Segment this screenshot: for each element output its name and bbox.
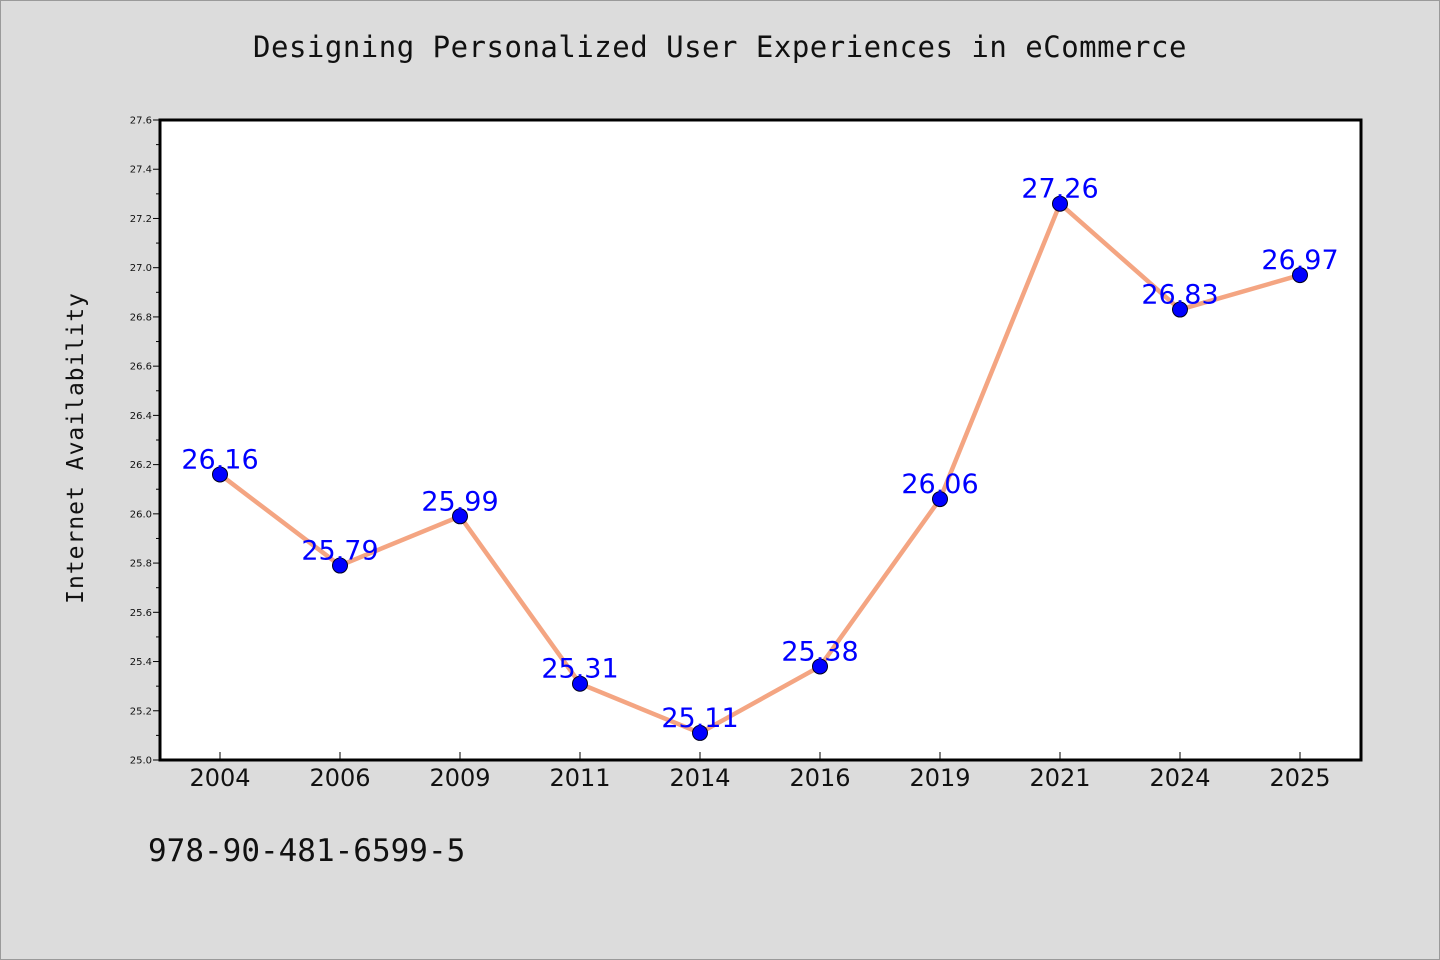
chart-title: Designing Personalized User Experiences …: [253, 30, 1187, 64]
data-point-marker: [572, 675, 588, 692]
x-tick-label: 2016: [789, 764, 850, 792]
x-tick-label: 2024: [1149, 764, 1210, 792]
x-tick-label: 2021: [1029, 764, 1090, 792]
data-point-marker: [932, 491, 948, 508]
y-tick-label: 26.6: [130, 362, 152, 373]
y-tick-label: 27.0: [130, 263, 152, 274]
x-tick-label: 2004: [189, 764, 250, 792]
data-label: 26.83: [1141, 280, 1218, 311]
data-label: 25.99: [421, 486, 498, 517]
data-label: 25.31: [541, 654, 618, 685]
x-tick-label: 2014: [669, 764, 730, 792]
plot-area: [158, 118, 1363, 762]
x-tick-label: 2006: [309, 764, 370, 792]
series-line-group: [212, 195, 1308, 741]
x-tick-label: 2009: [429, 764, 490, 792]
data-labels-group: 26.16 25.79 25.99 25.31 25.11 25.38 26.06 27.26…: [181, 174, 1338, 734]
y-tick-label: 26.4: [130, 411, 152, 422]
y-tick-label: 25.0: [130, 756, 152, 767]
x-tick-label: 2011: [549, 764, 610, 792]
series-line: [217, 201, 1303, 736]
y-tick-label: 26.2: [130, 460, 152, 471]
y-tick-label: 27.4: [130, 165, 152, 176]
x-tick-label: 2025: [1269, 764, 1330, 792]
x-tick-label: 2019: [909, 764, 970, 792]
y-tick-label: 25.8: [130, 559, 152, 570]
x-axis: 2004 2006 2009 2011 2014 2016 2019 2021 2024 2025: [189, 752, 1331, 792]
y-tick-label: 26.8: [130, 312, 152, 323]
data-label: 27.26: [1021, 174, 1098, 205]
y-tick-label: 25.2: [130, 706, 152, 717]
data-point-marker: [812, 658, 828, 675]
data-label: 25.11: [661, 703, 738, 734]
data-point-marker: [1292, 267, 1308, 284]
y-tick-label: 25.4: [130, 657, 152, 668]
data-label: 26.16: [181, 444, 258, 475]
isbn-code: 978-90-481-6599-5: [148, 833, 466, 869]
y-tick-label: 27.6: [130, 116, 152, 127]
data-point-marker: [1172, 301, 1188, 318]
data-label: 25.79: [301, 536, 378, 567]
y-tick-label: 27.2: [130, 214, 152, 225]
y-axis: 25.0 25.2 25.4 25.6 25.8 26.0 26.2 26.4 26.6 26.8…: [130, 116, 160, 767]
data-point-marker: [692, 724, 708, 741]
data-point-marker: [452, 508, 468, 525]
y-tick-label: 26.0: [130, 509, 152, 520]
data-point-marker: [212, 466, 228, 483]
y-tick-label: 25.6: [130, 608, 152, 619]
data-point-marker: [332, 557, 348, 574]
data-label: 26.97: [1261, 245, 1338, 276]
data-label: 26.06: [901, 469, 978, 500]
data-point-marker: [1052, 195, 1068, 212]
data-label: 25.38: [781, 636, 858, 667]
